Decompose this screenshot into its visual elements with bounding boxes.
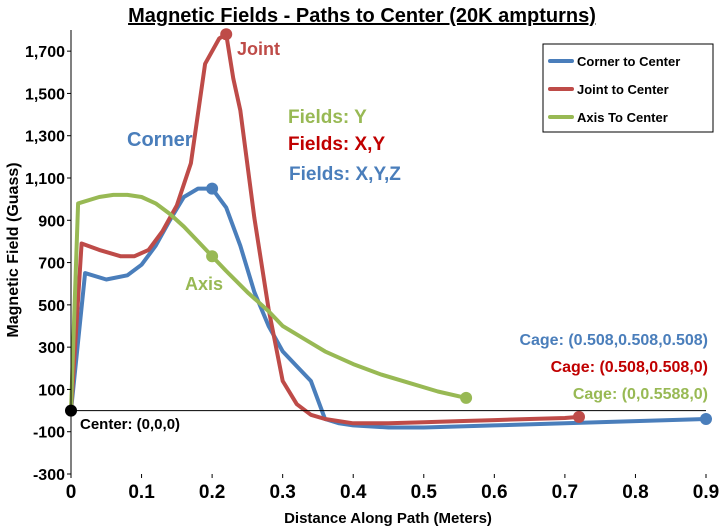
x-tick-label: 0.4 xyxy=(340,482,367,503)
marker-group xyxy=(65,28,712,426)
y-tick-label: 1,100 xyxy=(25,171,65,188)
series-line-corner-to-center xyxy=(69,186,708,430)
annotation-center: Center: (0,0,0) xyxy=(80,416,180,433)
annotation-joint: Joint xyxy=(237,39,280,59)
y-tick-label: -300 xyxy=(33,467,65,484)
x-tick-label: 0.3 xyxy=(269,482,295,503)
x-tick-label: 0.2 xyxy=(199,482,225,503)
marker-joint-to-center xyxy=(573,410,585,423)
y-tick-label: 700 xyxy=(38,256,65,273)
annotation-fields-y: Fields: Y xyxy=(288,107,367,128)
y-tick-label: 500 xyxy=(38,298,65,315)
y-tick-label: 1,700 xyxy=(25,44,65,61)
y-tick-label: 900 xyxy=(38,213,65,230)
y-tick-label: 1,300 xyxy=(25,129,65,146)
legend-label-corner-to-center: Corner to Center xyxy=(577,54,680,69)
legend-label-axis-to-center: Axis To Center xyxy=(577,110,668,125)
annotation-cage-axis: Cage: (0,0.5588,0) xyxy=(573,386,708,403)
annotation-axis: Axis xyxy=(185,274,223,294)
x-tick-label: 0.8 xyxy=(622,482,648,503)
marker-axis-to-center xyxy=(460,391,473,404)
y-tick-label: 1,500 xyxy=(25,86,65,103)
legend: Corner to Center Joint to Center Axis To C… xyxy=(542,43,714,133)
x-tick-label: 0.1 xyxy=(128,482,155,503)
annotation-fields-xyz: Fields: X,Y,Z xyxy=(289,164,401,185)
y-axis-label: Magnetic Field (Guass) xyxy=(5,162,22,337)
legend-label-joint-to-center: Joint to Center xyxy=(577,82,669,97)
y-tick-label: 100 xyxy=(38,382,65,399)
x-tick-label: 0.5 xyxy=(411,482,438,503)
series-line-axis-to-center xyxy=(69,192,469,413)
y-tick-label: 300 xyxy=(38,340,65,357)
axes: -300 -100 100 300 500 700 900 1,100 1,300 1,500 1,… xyxy=(25,30,719,503)
chart-title: Magnetic Fields - Paths to Center (20K a… xyxy=(128,5,596,27)
x-tick-label: 0 xyxy=(66,482,77,503)
marker-joint-to-center xyxy=(220,28,233,41)
x-tick-label: 0.9 xyxy=(693,482,719,503)
y-tick-label: -100 xyxy=(33,425,65,442)
x-tick-label: 0.7 xyxy=(552,482,578,503)
annotation-cage-joint: Cage: (0.508,0.508,0) xyxy=(551,359,708,376)
series-line-joint-to-center xyxy=(69,32,581,426)
annotation-fields-xy: Fields: X,Y xyxy=(288,134,385,155)
marker-axis-to-center xyxy=(206,250,219,263)
annotation-cage-corner: Cage: (0.508,0.508,0.508) xyxy=(519,332,708,349)
x-axis-label: Distance Along Path (Meters) xyxy=(284,510,492,527)
annotations: Joint Corner Axis Fields: Y Fields: X,Y Field… xyxy=(80,39,708,433)
marker-corner-to-center xyxy=(206,182,219,195)
x-tick-label: 0.6 xyxy=(481,482,507,503)
annotation-corner: Corner xyxy=(127,129,193,151)
marker-corner-to-center xyxy=(700,413,712,426)
series-group xyxy=(69,32,708,430)
